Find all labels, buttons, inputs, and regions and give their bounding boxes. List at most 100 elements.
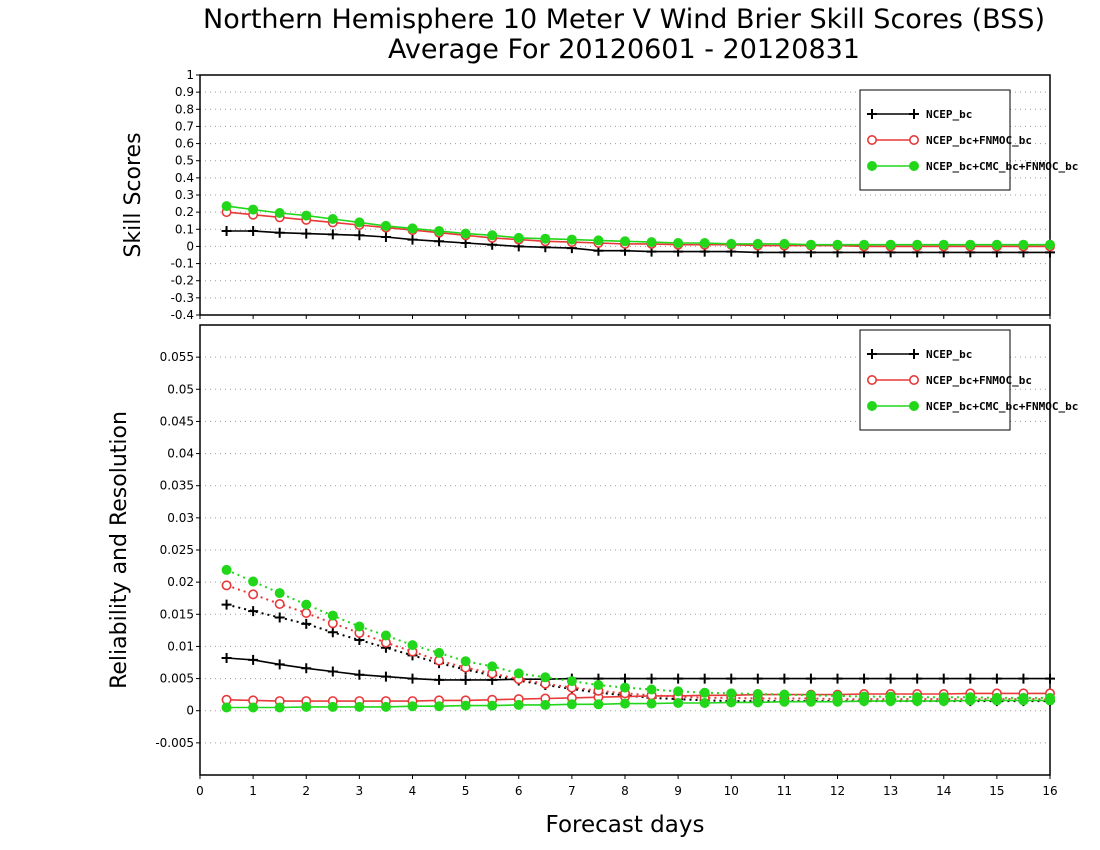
data-point [221, 599, 232, 610]
data-point [513, 668, 524, 679]
data-point [540, 233, 551, 244]
data-point [752, 697, 763, 708]
legend: NCEP_bc NCEP_bc+FNMOC_bc NCEP_bc+CMC_bc+FN… [859, 89, 1078, 191]
data-point [274, 659, 285, 670]
series-NCEP_bc+CMC_bc+FNMOC_bc-reliability [221, 564, 1055, 703]
x-tick-label: 4 [409, 784, 417, 798]
data-point [540, 672, 551, 683]
data-point [248, 654, 259, 665]
data-point [805, 673, 816, 684]
data-point [620, 673, 630, 684]
y-tick-label: 0.7 [175, 119, 194, 133]
y-axis-label: Skill Scores [121, 132, 146, 257]
legend-item: NCEP_bc+FNMOC_bc [866, 134, 1032, 147]
data-point [938, 673, 949, 684]
data-point [407, 640, 418, 651]
data-point [673, 238, 684, 248]
legend-marker [867, 401, 877, 411]
data-point [354, 621, 365, 632]
data-point [221, 702, 232, 713]
data-point [460, 228, 471, 239]
data-point [805, 239, 816, 250]
data-point [407, 234, 418, 245]
data-point [620, 698, 630, 709]
data-point [221, 580, 232, 591]
data-point [832, 673, 843, 684]
data-point [1018, 239, 1029, 250]
data-point [673, 698, 684, 708]
legend-label: NCEP_bc [926, 348, 972, 361]
legend-item: NCEP_bc [867, 348, 972, 361]
x-tick-label: 5 [462, 784, 470, 798]
data-point [327, 214, 338, 224]
data-point [380, 671, 391, 682]
y-tick-label: 0.4 [175, 171, 194, 185]
data-point [912, 692, 923, 703]
data-point [779, 238, 790, 249]
data-point [380, 701, 391, 712]
series-NCEP_bc+CMC_bc+FNMOC_bc [221, 201, 1055, 250]
data-point [434, 674, 445, 685]
data-point [1018, 673, 1029, 684]
series-NCEP_bc+CMC_bc+FNMOC_bc-resolution [221, 695, 1055, 713]
data-point [460, 674, 471, 685]
data-point [301, 210, 312, 221]
legend-marker [909, 349, 919, 359]
top-panel: 1 0.9 0.8 0.7 0.6 0.5 0.4 0.3 0.2 0.1 0 -0.1 -0.2 -0.… [121, 68, 1078, 322]
y-tick-label: -0.005 [155, 736, 194, 750]
data-point [859, 673, 870, 684]
data-point [991, 673, 1002, 684]
data-point [221, 564, 232, 575]
legend-label: NCEP_bc+CMC_bc+FNMOC_bc [926, 160, 1078, 173]
series-line [226, 584, 1050, 701]
data-point [726, 697, 737, 708]
x-axis-label: Forecast days [546, 812, 705, 838]
data-point [248, 702, 259, 713]
legend-item: NCEP_bc+CMC_bc+FNMOC_bc [867, 400, 1078, 413]
data-point [248, 589, 259, 600]
y-tick-label: 0.005 [160, 672, 194, 686]
legend-label: NCEP_bc [926, 108, 972, 121]
series-line [226, 603, 1050, 703]
data-point [327, 627, 338, 638]
data-point [513, 232, 524, 243]
data-point [699, 673, 710, 684]
data-point [327, 701, 338, 712]
x-tick-label: 2 [302, 784, 310, 798]
y-tick-label: 0.6 [175, 137, 194, 151]
data-point [832, 239, 843, 250]
y-tick-label: 0 [186, 704, 194, 718]
data-point [407, 701, 418, 712]
data-point [566, 676, 577, 687]
bottom-panel: 0.055 0.05 0.045 0.04 0.035 0.03 0.025 0.02 0.01… [107, 324, 1078, 838]
data-point [301, 618, 312, 629]
legend-label: NCEP_bc+FNMOC_bc [926, 134, 1032, 147]
x-tick-label: 3 [356, 784, 364, 798]
data-point [859, 239, 870, 250]
legend-item: NCEP_bc+FNMOC_bc [866, 374, 1032, 387]
data-point [885, 239, 896, 250]
data-point [593, 699, 604, 710]
data-point [274, 208, 285, 218]
data-point [248, 576, 259, 587]
x-tick-label: 12 [830, 784, 845, 798]
data-point [646, 698, 657, 709]
data-point [248, 204, 259, 215]
legend-item: NCEP_bc [867, 108, 972, 121]
data-point [1045, 673, 1055, 684]
data-point [274, 227, 285, 238]
y-axis-label: Reliability and Resolution [107, 411, 132, 689]
data-point [1018, 692, 1029, 703]
legend-label: NCEP_bc+FNMOC_bc [926, 374, 1032, 387]
legend-item: NCEP_bc+CMC_bc+FNMOC_bc [867, 160, 1078, 173]
data-point [274, 612, 285, 623]
data-point [1045, 692, 1055, 703]
y-tick-label: 0.015 [160, 607, 194, 621]
data-point [301, 599, 312, 610]
y-tick-label: 1 [186, 68, 194, 82]
legend: NCEP_bc NCEP_bc+FNMOC_bc NCEP_bc+CMC_bc+FN… [859, 329, 1078, 431]
y-tick-label: 0.01 [167, 639, 194, 653]
data-point [487, 700, 498, 711]
x-tick-label: 15 [989, 784, 1004, 798]
legend-label: NCEP_bc+CMC_bc+FNMOC_bc [926, 400, 1078, 413]
